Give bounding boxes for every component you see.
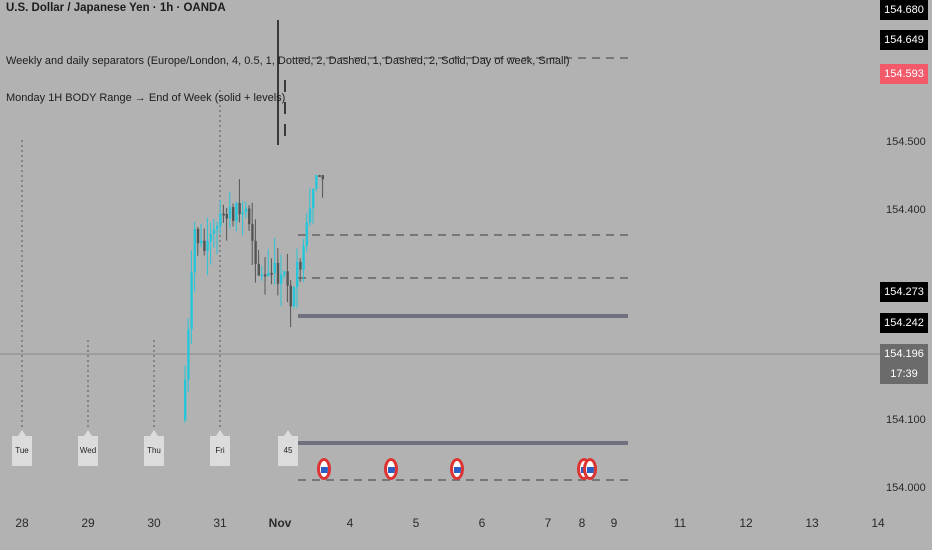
us-flag-event-icon[interactable] (583, 458, 597, 480)
candle-body (280, 274, 283, 284)
price-tick: 154.100 (886, 414, 926, 426)
us-flag-event-icon[interactable] (384, 458, 398, 480)
candle-body (200, 240, 203, 244)
candle-body (251, 224, 254, 241)
week-number-label: 45 (278, 430, 298, 466)
us-flag-event-icon[interactable] (317, 458, 331, 480)
candle-body (209, 233, 212, 242)
time-tick-month: Nov (268, 516, 292, 530)
time-tick: 8 (578, 516, 586, 530)
candles-group (184, 175, 324, 423)
candle-body (292, 287, 296, 307)
candle-body (238, 203, 241, 215)
time-tick: 31 (213, 516, 227, 530)
candle-body (193, 228, 196, 273)
price-label-high: 154.680 (880, 0, 928, 20)
candle-body (187, 329, 190, 380)
candle-body (254, 240, 257, 264)
candle-body (219, 213, 222, 226)
candle-body (273, 262, 276, 274)
candle-body (264, 274, 267, 277)
candle-body (318, 175, 321, 177)
candle-body (302, 245, 305, 270)
candle-body (232, 207, 235, 221)
us-flag-event-icon[interactable] (450, 458, 464, 480)
candle-body (286, 271, 289, 286)
price-tick: 154.000 (886, 482, 926, 494)
candle-body (244, 208, 248, 213)
candle-body (260, 274, 264, 277)
candle-body (203, 240, 206, 252)
candle-body (270, 272, 273, 275)
candle-body (216, 225, 219, 230)
candle-body (222, 213, 225, 216)
candle-body (276, 262, 280, 284)
time-tick: 29 (81, 516, 95, 530)
candle-body (190, 272, 193, 330)
time-tick: 30 (147, 516, 161, 530)
candle-body (283, 271, 286, 275)
candle-body (308, 208, 312, 223)
price-scale[interactable]: 154.500 154.400 154.100 154.000 154.680 … (880, 0, 932, 512)
price-label-level: 154.649 (880, 30, 928, 50)
candle-body (212, 229, 216, 234)
indicator-weekly-separators[interactable]: Weekly and daily separators (Europe/Lond… (6, 55, 570, 67)
price-label-level: 154.273 (880, 282, 928, 302)
countdown-label: 17:39 (880, 364, 928, 384)
time-tick: 9 (610, 516, 618, 530)
day-label-tue: Tue (12, 430, 32, 466)
candle-body (312, 188, 315, 209)
time-tick: 7 (544, 516, 552, 530)
price-tick: 154.400 (886, 204, 926, 216)
candle-body (206, 241, 209, 252)
time-tick: 11 (673, 516, 687, 530)
candle-body (228, 207, 232, 219)
candle-body (241, 212, 244, 215)
time-tick: 6 (478, 516, 486, 530)
time-tick: 4 (346, 516, 354, 530)
candle-body (289, 285, 292, 307)
time-tick: 28 (15, 516, 29, 530)
chart-canvas[interactable] (0, 0, 880, 512)
time-tick: 13 (805, 516, 819, 530)
last-price-label: 154.196 (880, 344, 928, 364)
candle-body (248, 208, 251, 225)
day-label-fri: Fri (210, 430, 230, 466)
candle-body (321, 175, 324, 180)
indicator-monday-range[interactable]: Monday 1H BODY Range → End of Week (soli… (6, 92, 286, 104)
candle-body (235, 203, 238, 221)
chart-pane[interactable]: U.S. Dollar / Japanese Yen · 1h · OANDA … (0, 0, 880, 512)
day-label-wed: Wed (78, 430, 98, 466)
candle-body (196, 228, 200, 244)
candle-body (184, 379, 187, 420)
time-scale[interactable]: 28 29 30 31 Nov 4 5 6 7 8 9 11 12 13 14 (0, 512, 932, 550)
time-tick: 14 (871, 516, 885, 530)
price-tick: 154.500 (886, 136, 926, 148)
time-tick: 12 (739, 516, 753, 530)
candle-body (257, 263, 260, 276)
price-label-range-high: 154.242 (880, 313, 928, 333)
symbol-title[interactable]: U.S. Dollar / Japanese Yen · 1h · OANDA (6, 2, 226, 14)
candle-body (296, 261, 299, 288)
candle-body (267, 272, 270, 277)
candle-body (225, 214, 228, 219)
candle-body (299, 261, 302, 270)
candle-body (305, 222, 308, 246)
price-label-alert: 154.593 (880, 64, 928, 84)
day-label-thu: Thu (144, 430, 164, 466)
time-tick: 5 (412, 516, 420, 530)
candle-body (315, 175, 318, 189)
